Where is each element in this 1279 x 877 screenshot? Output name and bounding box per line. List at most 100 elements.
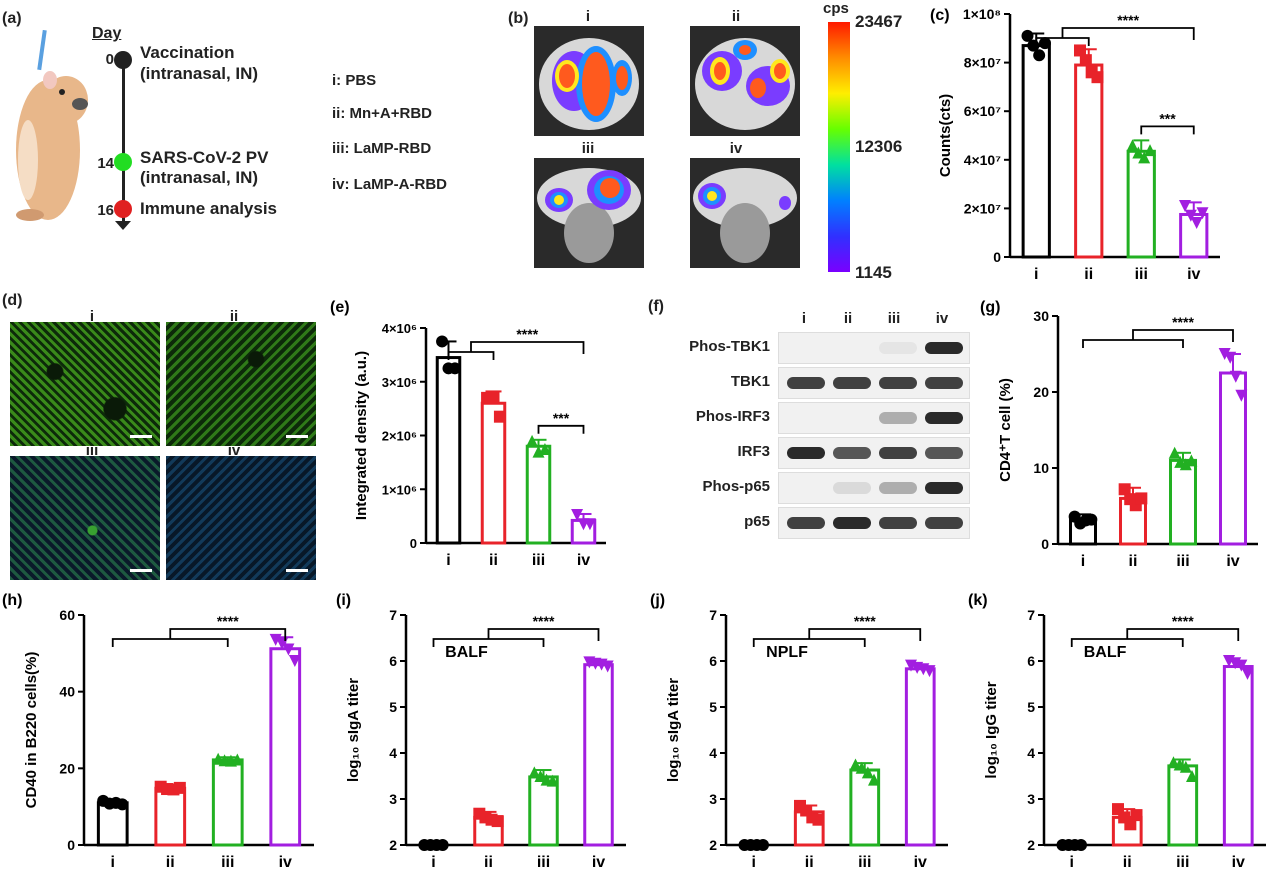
timeline-axis bbox=[122, 55, 125, 227]
chart-e: (e) 0 1×10⁶ 2×10⁶ 3×10⁶ 4×10⁶ Integrated densi… bbox=[330, 290, 630, 585]
significance-bracket bbox=[1132, 329, 1234, 342]
scale-bar bbox=[286, 435, 308, 438]
data-point bbox=[1179, 458, 1192, 471]
y-tick-label: 7 bbox=[709, 607, 717, 623]
data-point bbox=[1224, 351, 1237, 364]
blot-row-label: Phos-p65 bbox=[702, 478, 770, 495]
data-point bbox=[868, 773, 880, 786]
blot-row-label: IRF3 bbox=[737, 443, 770, 460]
blot-strip bbox=[778, 367, 970, 399]
data-point bbox=[1190, 216, 1203, 229]
data-point bbox=[1168, 446, 1181, 459]
data-point bbox=[1118, 483, 1131, 496]
blot-band bbox=[925, 517, 963, 529]
bioluminescence-image-ii bbox=[690, 26, 800, 136]
x-tick-label: ii bbox=[1123, 854, 1132, 871]
x-tick-label: iii bbox=[1176, 854, 1189, 871]
blot-band bbox=[879, 342, 917, 354]
panel-label-i: (i) bbox=[336, 592, 351, 609]
chart-h: (h) 0 20 40 60 CD40 in B220 cells(%) i ii iii iv *… bbox=[0, 585, 330, 877]
x-tick-label: iii bbox=[532, 552, 545, 569]
image-label: ii bbox=[229, 308, 239, 325]
group-legend-item: ii: Mn+A+RBD bbox=[332, 105, 433, 122]
significance-bracket bbox=[808, 628, 922, 641]
bar-iii bbox=[525, 444, 552, 545]
data-point bbox=[1179, 199, 1191, 212]
data-point bbox=[269, 633, 282, 646]
y-tick-label: 0 bbox=[410, 536, 417, 551]
x-tick-label: i bbox=[752, 854, 756, 871]
panel-label-b: (b) bbox=[508, 10, 529, 27]
timeline-day: 14 bbox=[97, 155, 114, 172]
panel-label-k: (k) bbox=[968, 592, 988, 609]
x-tick-label: iii bbox=[1135, 266, 1148, 283]
y-tick-label: 20 bbox=[59, 760, 75, 776]
colorbar-tick: 12306 bbox=[855, 137, 903, 156]
y-tick-label: 6 bbox=[389, 653, 397, 669]
chart-k: (k) 2 3 4 5 6 7 log₁₀ IgG titer i ii iii iv **** BALF bbox=[968, 585, 1279, 877]
data-point bbox=[583, 518, 596, 531]
x-tick-label: i bbox=[446, 552, 450, 569]
data-point bbox=[1196, 207, 1209, 220]
blot-band bbox=[925, 412, 963, 424]
significance-label: **** bbox=[533, 613, 555, 629]
data-point bbox=[487, 391, 500, 404]
micrograph-i bbox=[10, 322, 160, 446]
data-point bbox=[1184, 209, 1197, 222]
y-tick-label: 30 bbox=[1033, 308, 1049, 324]
bar-iv bbox=[1222, 665, 1254, 847]
x-tick-label: ii bbox=[805, 854, 814, 871]
y-tick-label: 7 bbox=[389, 607, 397, 623]
y-tick-label: 3 bbox=[1027, 791, 1035, 807]
panel-label-a: (a) bbox=[2, 10, 22, 27]
y-axis-label: log₁₀ sIgA titer bbox=[665, 678, 682, 782]
blot-band bbox=[879, 412, 917, 424]
data-point bbox=[855, 761, 868, 774]
bar-iii bbox=[211, 758, 244, 847]
data-point bbox=[546, 774, 559, 787]
data-point bbox=[1186, 770, 1198, 782]
timeline-event-detail: (intranasal, IN) bbox=[140, 168, 259, 187]
panel-label-c: (c) bbox=[930, 7, 950, 24]
timeline-dot bbox=[114, 200, 132, 218]
scale-bar bbox=[130, 435, 152, 438]
significance-bracket bbox=[1126, 628, 1240, 641]
data-point bbox=[1075, 839, 1087, 851]
y-axis-label: Counts(cts) bbox=[937, 94, 954, 177]
timeline-day: 16 bbox=[97, 202, 114, 219]
bar-iii bbox=[528, 775, 559, 847]
y-tick-label: 60 bbox=[59, 607, 75, 623]
blot-column-label: i bbox=[801, 310, 807, 327]
data-point bbox=[288, 655, 301, 667]
blot-band bbox=[879, 447, 917, 459]
x-tick-label: i bbox=[1070, 854, 1074, 871]
x-tick-label: iii bbox=[221, 854, 234, 871]
y-tick-label: 4 bbox=[709, 745, 717, 761]
data-point bbox=[1235, 389, 1248, 402]
x-tick-label: ii bbox=[166, 854, 175, 871]
blot-row-label: p65 bbox=[744, 513, 770, 530]
y-tick-label: 4×10⁷ bbox=[964, 152, 1002, 168]
timeline-event-title: Immune analysis bbox=[140, 199, 278, 218]
image-label: iv bbox=[227, 442, 241, 459]
chart-svg-c: (c) 0 2×10⁷ 4×10⁷ 6×10⁷ 8×10⁷ 1×10⁸ Counts(cts)… bbox=[930, 6, 1220, 283]
data-point bbox=[116, 798, 129, 811]
data-point bbox=[1124, 818, 1137, 831]
blot-strip bbox=[778, 472, 970, 504]
timeline-event-title: SARS-CoV-2 PV bbox=[140, 148, 269, 167]
bar-ii bbox=[1074, 63, 1104, 259]
blot-strip bbox=[778, 332, 970, 364]
data-point bbox=[436, 839, 449, 851]
blot-band bbox=[833, 482, 871, 494]
y-tick-label: 3 bbox=[389, 791, 397, 807]
data-point bbox=[757, 839, 769, 851]
data-point bbox=[493, 410, 506, 423]
data-point bbox=[1074, 44, 1086, 57]
image-label: i bbox=[585, 8, 591, 25]
y-tick-label: 2×10⁶ bbox=[382, 429, 417, 444]
chart-i: (i) 2 3 4 5 6 7 log₁₀ sIgA titer i ii iii iv **** BAL… bbox=[330, 585, 650, 877]
blot-band bbox=[925, 342, 963, 354]
data-point bbox=[448, 362, 461, 375]
blot-band bbox=[833, 447, 871, 459]
group-legend-item: i: PBS bbox=[332, 72, 377, 89]
